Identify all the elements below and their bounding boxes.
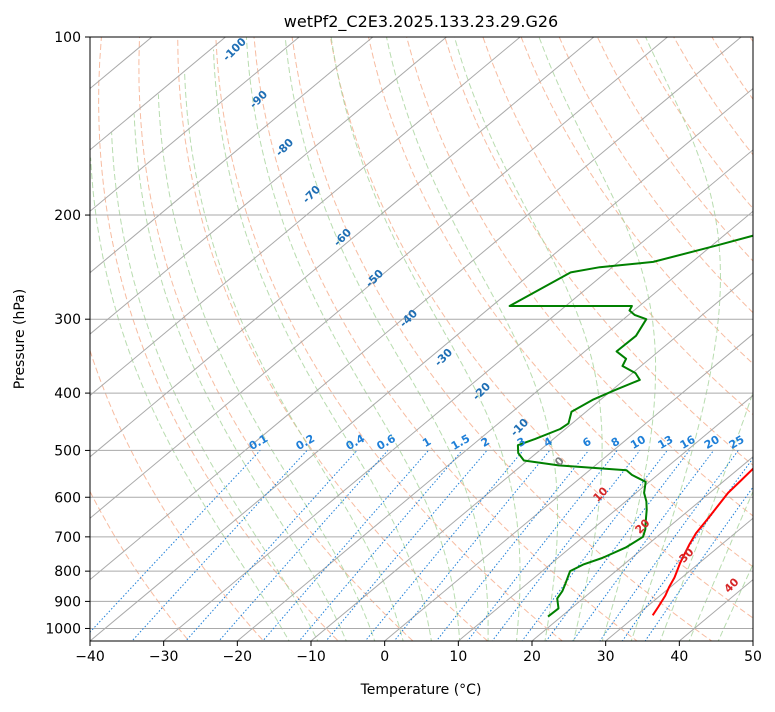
dry-adiabat-line — [548, 10, 775, 653]
dry-adiabat-line — [99, 10, 351, 653]
isotherm-line — [0, 10, 553, 653]
dry-adiabat-line — [474, 10, 775, 653]
dry-adiabat-line — [622, 10, 775, 653]
isotherm-line — [370, 10, 775, 653]
isotherm-line — [0, 10, 332, 653]
dry-adiabat-label: 10 — [591, 484, 611, 504]
dry-adiabat-label: -30 — [432, 346, 455, 369]
mixing-ratio-line — [427, 450, 589, 653]
y-tick-label: 500 — [54, 443, 81, 459]
mixing-ratio-line — [356, 450, 524, 653]
moist-adiabat-line — [158, 94, 378, 653]
y-axis-label: Pressure (hPa) — [12, 289, 28, 389]
mixing-ratio-label: 0.1 — [247, 432, 270, 453]
x-tick-label: 30 — [597, 649, 615, 665]
moist-adiabat-line — [91, 158, 296, 653]
y-tick-label: 800 — [54, 564, 81, 580]
dry-adiabat-line — [771, 10, 775, 653]
dry-adiabat-line — [363, 10, 775, 653]
dry-adiabat-label: -90 — [247, 88, 270, 111]
dry-adiabat-line — [139, 10, 426, 653]
x-tick-label: −20 — [223, 649, 253, 665]
mixing-ratio-line — [175, 450, 357, 653]
dry-adiabat-label: -80 — [273, 136, 296, 159]
mixing-ratio-line — [637, 450, 775, 653]
moist-adiabat-line — [285, 37, 488, 653]
chart-title: wetPf2_C2E3.2025.133.23.29.G26 — [284, 12, 558, 32]
isotherm-line — [0, 10, 626, 653]
x-tick-label: 50 — [744, 649, 762, 665]
y-tick-label: 200 — [54, 208, 81, 224]
mixing-ratio-line — [253, 450, 429, 653]
dry-adiabat-line — [13, 10, 198, 653]
isotherm-line — [0, 10, 479, 653]
y-tick-label: 700 — [54, 530, 81, 546]
isotherm-line — [0, 10, 700, 653]
mixing-ratio-label: 0.2 — [294, 432, 317, 453]
dry-adiabat-label: -70 — [300, 183, 323, 206]
dry-adiabat-label: -10 — [508, 416, 531, 439]
mixing-ratio-line — [71, 450, 261, 653]
mixing-ratio-line — [209, 450, 388, 653]
y-tick-label: 300 — [54, 312, 81, 328]
isotherm-line — [76, 10, 775, 653]
dry-adiabat-line — [178, 10, 502, 653]
dry-adiabat-line — [697, 10, 775, 653]
x-tick-label: −40 — [75, 649, 105, 665]
mixing-ratio-label: 16 — [678, 433, 698, 452]
x-tick-label: 20 — [523, 649, 541, 665]
isotherm-line — [0, 10, 258, 653]
mixing-ratio-label: 13 — [656, 433, 676, 452]
isotherm-line — [0, 10, 405, 653]
x-axis-label: Temperature (°C) — [360, 682, 482, 698]
moist-adiabat-line — [684, 37, 775, 653]
mixing-ratio-line — [121, 450, 307, 653]
y-tick-label: 100 — [54, 30, 81, 46]
dry-adiabat-label: -60 — [331, 226, 354, 249]
x-tick-label: 10 — [449, 649, 467, 665]
y-tick-label: 900 — [54, 594, 81, 610]
y-tick-label: 1000 — [45, 621, 81, 637]
mixing-ratio-label: 0.4 — [344, 432, 368, 453]
y-tick-label: 400 — [54, 386, 81, 402]
dry-adiabat-line — [734, 10, 775, 653]
dry-adiabat-line — [400, 10, 775, 653]
mixing-ratio-label: 6 — [580, 435, 593, 450]
moist-adiabat-line — [331, 37, 520, 653]
x-tick-label: −10 — [296, 649, 326, 665]
x-tick-label: −30 — [149, 649, 179, 665]
mixing-ratio-label: 25 — [727, 433, 747, 452]
dry-adiabat-label: -100 — [220, 35, 249, 64]
mixing-ratio-label: 1.5 — [449, 432, 472, 453]
moist-adiabat-line — [627, 37, 720, 653]
x-tick-label: 0 — [380, 649, 389, 665]
mixing-ratio-label: 0.6 — [374, 432, 398, 453]
plot-frame — [90, 37, 753, 641]
y-tick-label: 600 — [54, 490, 81, 506]
dry-adiabat-line — [215, 10, 577, 653]
mixing-ratio-label: 8 — [609, 435, 622, 450]
mixing-ratio-line — [289, 450, 462, 653]
dry-adiabat-line — [289, 10, 729, 653]
dry-adiabat-label: 40 — [722, 575, 742, 595]
mixing-ratio-label: 2 — [479, 435, 492, 450]
isotherm-line — [2, 10, 774, 653]
background-grid — [0, 10, 775, 653]
isotherm-line — [739, 10, 775, 653]
dry-adiabat-line — [511, 10, 775, 653]
x-tick-label: 40 — [670, 649, 688, 665]
isotherm-line — [518, 10, 775, 653]
temperature-profile-line — [653, 37, 775, 615]
dry-adiabat-label: -40 — [397, 307, 420, 330]
